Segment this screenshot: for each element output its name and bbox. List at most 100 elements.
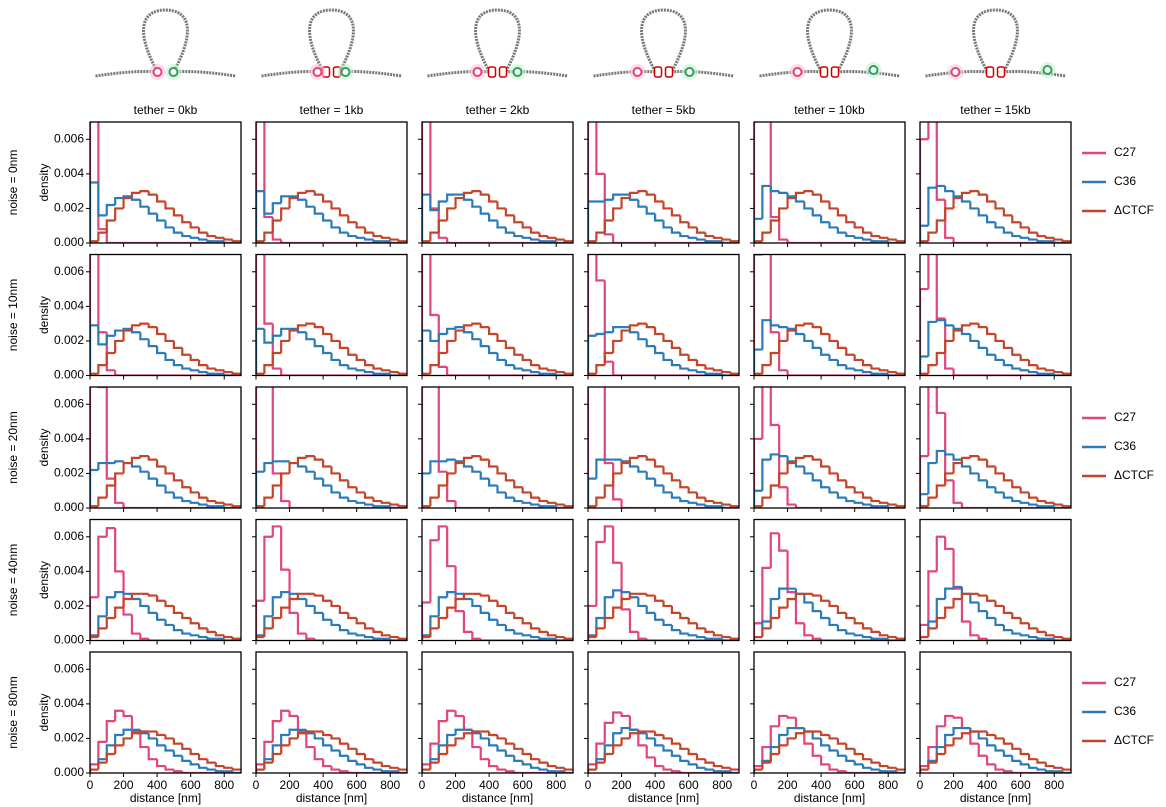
ctcf (487, 66, 497, 78)
hist-step (654, 738, 664, 747)
dna-strand (759, 8, 900, 78)
y-axis-label: density (37, 163, 51, 201)
hist-step (372, 759, 382, 764)
hist-step (338, 208, 349, 217)
hist-step (130, 463, 141, 468)
hist-step (363, 237, 374, 241)
hist-step (853, 222, 864, 229)
hist-step (296, 328, 307, 334)
legend-label: C27 (1114, 410, 1136, 424)
hist-step (147, 323, 158, 329)
hist-step (1002, 340, 1013, 349)
panel (754, 532, 905, 641)
panel (422, 344, 573, 508)
hist-step (488, 759, 498, 768)
hist-step (977, 191, 988, 196)
hist-step (1061, 372, 1071, 375)
hist-step (670, 227, 681, 234)
hist-step (322, 346, 332, 355)
hist-step (338, 492, 349, 499)
hist-step (197, 753, 208, 761)
hist-step (969, 190, 979, 193)
hist-step (927, 570, 937, 625)
hist-step (271, 351, 282, 366)
hist-step (156, 731, 166, 737)
hist-step (422, 387, 424, 508)
hist-step (828, 201, 838, 210)
hist-step (969, 593, 979, 604)
panel-frame (89, 518, 242, 642)
hist-step (313, 747, 324, 761)
x-tick-label: 600 (679, 778, 699, 792)
panel-frame (919, 121, 1072, 244)
hist-step (105, 596, 116, 617)
panel-frame (255, 121, 408, 244)
hist-step (1044, 762, 1055, 768)
hist-step (347, 480, 357, 489)
y-axis-label: density (37, 561, 51, 599)
hist-step (271, 460, 282, 464)
hist-step (97, 254, 107, 334)
hist-step (363, 753, 374, 761)
y-tick-label: 0.002 (54, 466, 84, 480)
hist-step (313, 456, 324, 461)
x-tick-label: 0 (419, 778, 426, 792)
hist-step (172, 624, 183, 632)
hist-step (488, 612, 498, 621)
hist-step (887, 502, 897, 506)
hist-step (1002, 605, 1013, 614)
hist-step (114, 478, 124, 504)
panel (754, 122, 905, 243)
panel (256, 709, 407, 773)
hist-step (679, 215, 689, 224)
hist-step (555, 506, 565, 508)
hist-step (372, 504, 382, 508)
hist-step (820, 480, 830, 489)
hist-step (521, 748, 532, 756)
hist-step (338, 359, 349, 367)
hist-step (122, 502, 132, 508)
hist-step (994, 764, 1004, 771)
hist-step (446, 237, 456, 243)
hist-step (836, 624, 847, 632)
hist-step (794, 456, 805, 464)
hist-step (389, 638, 399, 641)
hist-step (363, 359, 374, 367)
hist-step (828, 600, 838, 608)
hist-step (820, 459, 830, 468)
hist-step (811, 473, 822, 482)
hist-step (952, 461, 962, 474)
hist-step (97, 182, 107, 217)
hist-step (122, 329, 132, 341)
hist-step (172, 769, 183, 773)
hist-step (538, 232, 548, 238)
hist-step (555, 766, 565, 769)
hist-step (430, 344, 438, 373)
hist-step (521, 236, 532, 239)
schematic (759, 8, 900, 80)
hist-step (223, 635, 233, 639)
hist-step (555, 502, 565, 506)
hist-step (231, 504, 241, 508)
hist-step (679, 630, 689, 635)
x-tick-label: 200 (446, 778, 466, 792)
hist-step (280, 526, 290, 571)
y-tick-label: 0.000 (54, 500, 84, 514)
hist-step (670, 769, 681, 773)
schematic (593, 8, 734, 80)
hist-step (704, 759, 714, 764)
hist-step (887, 638, 897, 641)
hist-step (1036, 497, 1046, 503)
hist-step (612, 361, 622, 376)
hist-step (521, 487, 532, 494)
hist-step (313, 191, 324, 196)
hist-step (97, 615, 107, 636)
hist-step (588, 254, 590, 376)
hist-step (355, 501, 366, 504)
hist-step (769, 752, 780, 763)
hist-step (845, 347, 855, 356)
hist-step (389, 506, 399, 508)
hist-step (105, 744, 116, 760)
hist-step (263, 122, 273, 219)
hist-step (1011, 365, 1021, 370)
